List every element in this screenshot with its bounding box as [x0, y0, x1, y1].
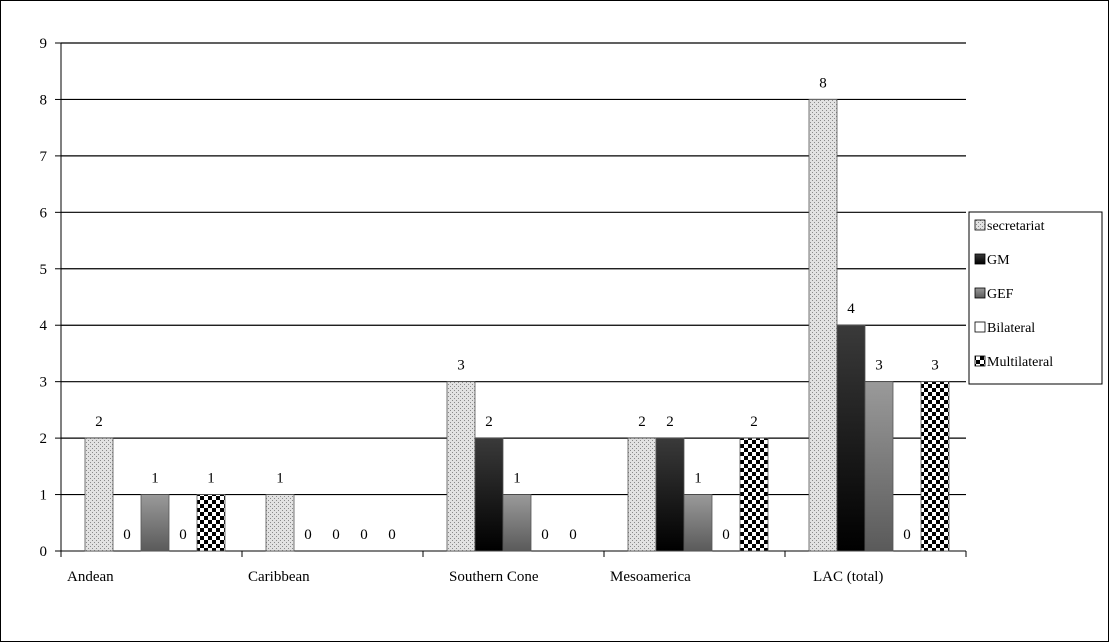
bar-secretariat-southern-cone: [446, 381, 476, 552]
category-label: Caribbean: [248, 569, 310, 585]
data-label: 1: [151, 471, 159, 487]
category-label: LAC (total): [813, 569, 883, 585]
bar-gm-lac-total-: [836, 324, 866, 552]
data-label: 0: [569, 527, 577, 543]
data-label: 3: [457, 358, 465, 374]
data-label: 2: [750, 414, 758, 430]
bar-gef-mesoamerica: [683, 494, 713, 552]
legend-swatch: [974, 219, 986, 231]
data-label: 0: [360, 527, 368, 543]
data-label: 4: [847, 301, 855, 317]
data-label: 0: [123, 527, 131, 543]
data-label: 0: [304, 527, 312, 543]
bar-multilateral-lac-total-: [920, 381, 950, 552]
legend-label: GEF: [987, 287, 1014, 302]
bar-gef-southern-cone: [502, 494, 532, 552]
data-label: 0: [903, 527, 911, 543]
legend-label: GM: [987, 253, 1010, 268]
legend-swatch: [974, 287, 986, 299]
y-tick-label: 4: [40, 318, 48, 334]
data-label: 0: [722, 527, 730, 543]
y-tick-label: 0: [40, 544, 48, 560]
category-label: Mesoamerica: [610, 569, 691, 585]
bar-gm-southern-cone: [474, 437, 504, 552]
bar-gef-lac-total-: [864, 381, 894, 552]
bar-secretariat-lac-total-: [808, 99, 838, 552]
legend-swatch: [974, 355, 986, 367]
data-label: 0: [179, 527, 187, 543]
legend: secretariat GM GEF Bilateral Multilateral: [968, 211, 1103, 385]
y-tick-label: 8: [40, 92, 48, 108]
bar-gm-mesoamerica: [655, 437, 685, 552]
y-tick-label: 3: [40, 375, 48, 391]
data-label: 0: [388, 527, 396, 543]
data-label: 0: [541, 527, 549, 543]
y-tick-label: 2: [40, 431, 48, 447]
y-tick-label: 7: [40, 149, 48, 165]
bar-gef-andean: [140, 494, 170, 552]
bar-secretariat-andean: [84, 437, 114, 552]
data-label: 1: [694, 471, 702, 487]
data-label: 1: [276, 471, 284, 487]
data-label: 0: [332, 527, 340, 543]
data-label: 1: [513, 471, 521, 487]
data-label: 3: [875, 358, 883, 374]
legend-label: Bilateral: [987, 321, 1035, 336]
legend-swatch: [974, 321, 986, 333]
y-tick-label: 6: [40, 205, 48, 221]
bars: [84, 99, 950, 552]
legend-label: Multilateral: [987, 355, 1053, 370]
legend-swatch: [974, 253, 986, 265]
data-label: 1: [207, 471, 215, 487]
y-tick-label: 5: [40, 262, 48, 278]
data-label: 2: [666, 414, 674, 430]
data-label: 2: [95, 414, 103, 430]
legend-box: [968, 211, 1103, 385]
bar-multilateral-andean: [196, 494, 226, 552]
bar-secretariat-mesoamerica: [627, 437, 657, 552]
data-labels: 2 0 1 0 1 1 0 0 0 0 3 2 1 0 0 2 2 1 0 2 8 4 3 0 3: [95, 75, 939, 543]
y-tick-label: 1: [40, 488, 48, 504]
data-label: 2: [638, 414, 646, 430]
y-tick-label: 9: [40, 36, 48, 52]
bar-secretariat-caribbean: [265, 494, 295, 552]
legend-label: secretariat: [987, 219, 1045, 234]
data-label: 8: [819, 75, 827, 91]
data-label: 3: [931, 358, 939, 374]
category-label: Andean: [67, 569, 114, 585]
data-label: 2: [485, 414, 493, 430]
category-label: Southern Cone: [449, 569, 539, 585]
bar-multilateral-mesoamerica: [739, 437, 769, 552]
